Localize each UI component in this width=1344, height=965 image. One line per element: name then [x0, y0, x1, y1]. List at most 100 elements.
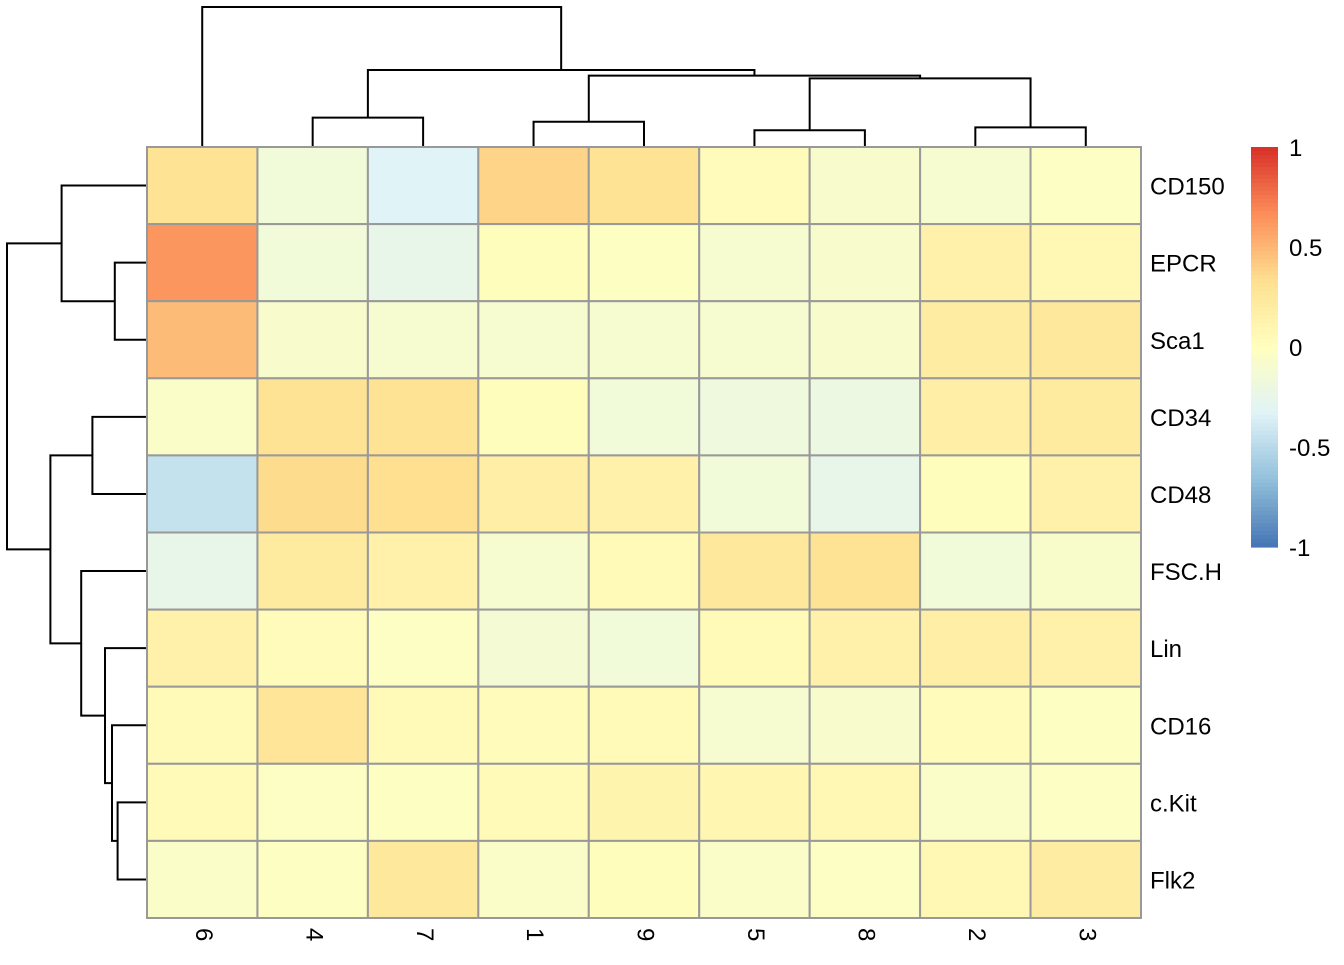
dendrogram-branch [80, 570, 147, 717]
heatmap-cell [256, 300, 369, 380]
legend-color-step [1251, 519, 1278, 524]
heatmap-cell [256, 146, 369, 226]
legend-color-step [1251, 199, 1278, 204]
heatmap-cell [146, 146, 259, 226]
legend-color-step [1251, 415, 1278, 420]
heatmap-cell [477, 839, 590, 920]
legend-color-step [1251, 411, 1278, 416]
legend-color-step [1251, 403, 1278, 408]
legend-color-step [1251, 443, 1278, 448]
row-label: FSC.H [1150, 559, 1222, 586]
heatmap-cell [698, 608, 811, 688]
heatmap-cell [698, 300, 811, 380]
heatmap-cell [256, 685, 369, 765]
dendrogram-branch [587, 74, 922, 122]
legend-tick-label: -1 [1289, 535, 1310, 562]
legend-color-step [1251, 287, 1278, 292]
legend-color-step [1251, 147, 1278, 152]
heatmap-cell [146, 608, 259, 688]
legend-color-step [1251, 203, 1278, 208]
dendrogram-branch [116, 801, 147, 881]
legend-color-step [1251, 163, 1278, 168]
legend-color-step [1251, 423, 1278, 428]
legend-color-step [1251, 479, 1278, 484]
heatmap-cell [366, 839, 480, 920]
legend-color-step [1251, 323, 1278, 328]
dendrogram-branch [974, 126, 1087, 147]
heatmap-cell [477, 300, 590, 380]
legend-color-step [1251, 503, 1278, 508]
legend-color-step [1251, 427, 1278, 432]
dendrogram-branch [113, 261, 147, 341]
legend-color-step [1251, 175, 1278, 180]
legend-tick-label: -0.5 [1289, 435, 1330, 462]
heatmap-cell [366, 531, 480, 611]
column-dendrogram [201, 6, 1087, 147]
heatmap-cell [146, 531, 259, 611]
legend-color-step [1251, 359, 1278, 364]
heatmap-cell [366, 377, 480, 457]
legend-color-step [1251, 371, 1278, 376]
legend-color-step [1251, 151, 1278, 156]
legend-color-step [1251, 243, 1278, 248]
row-dendrogram [6, 184, 147, 881]
legend-color-step [1251, 207, 1278, 212]
row-label: CD34 [1150, 405, 1211, 432]
heatmap-cell [1029, 377, 1142, 457]
heatmap-cell [366, 454, 480, 534]
heatmap-cell [256, 223, 369, 303]
legend-color-step [1251, 259, 1278, 264]
heatmap-cell [919, 223, 1032, 303]
legend-color-step [1251, 391, 1278, 396]
heatmap-cell [808, 377, 922, 457]
legend-color-step [1251, 511, 1278, 516]
legend-color-step [1251, 431, 1278, 436]
heatmap-cell [808, 454, 922, 534]
heatmap-cell [146, 839, 259, 920]
legend-color-step [1251, 215, 1278, 220]
legend-color-step [1251, 251, 1278, 256]
legend-color-step [1251, 279, 1278, 284]
legend-tick-label: 0 [1289, 335, 1302, 362]
legend-color-step [1251, 231, 1278, 236]
heatmap-cells [146, 146, 1142, 920]
row-label: Lin [1150, 636, 1182, 663]
column-label: 9 [632, 928, 659, 941]
legend-color-step [1251, 351, 1278, 356]
heatmap-cell [698, 377, 811, 457]
row-label: Flk2 [1150, 867, 1195, 894]
legend-color-step [1251, 327, 1278, 332]
legend-color-step [1251, 307, 1278, 312]
heatmap-cell [698, 223, 811, 303]
heatmap-cell [146, 685, 259, 765]
heatmap-cell [919, 608, 1032, 688]
heatmap-cell [698, 146, 811, 226]
heatmap-cell [698, 762, 811, 842]
heatmap-cell [1029, 454, 1142, 534]
heatmap-cell [587, 300, 701, 380]
heatmap-cell [919, 685, 1032, 765]
heatmap-cell [698, 531, 811, 611]
heatmap-cell [146, 454, 259, 534]
legend-color-step [1251, 283, 1278, 288]
legend-color-step [1251, 459, 1278, 464]
legend-color-step [1251, 355, 1278, 360]
heatmap-cell [919, 531, 1032, 611]
heatmap-cell [808, 223, 922, 303]
legend-color-step [1251, 495, 1278, 500]
legend-color-step [1251, 347, 1278, 352]
legend-tick-label: 1 [1289, 135, 1302, 162]
heatmap-cell [366, 608, 480, 688]
dendrogram-branch [6, 242, 62, 551]
dendrogram-branch [49, 454, 93, 645]
heatmap-cell [919, 762, 1032, 842]
heatmap-cell [477, 531, 590, 611]
dendrogram-branch [201, 6, 563, 147]
column-label: 5 [742, 928, 769, 941]
legend-color-step [1251, 303, 1278, 308]
heatmap-cell [1029, 300, 1142, 380]
heatmap-cell [146, 300, 259, 380]
row-label: EPCR [1150, 251, 1217, 278]
legend-color-step [1251, 263, 1278, 268]
dendrogram-branch [753, 129, 866, 147]
